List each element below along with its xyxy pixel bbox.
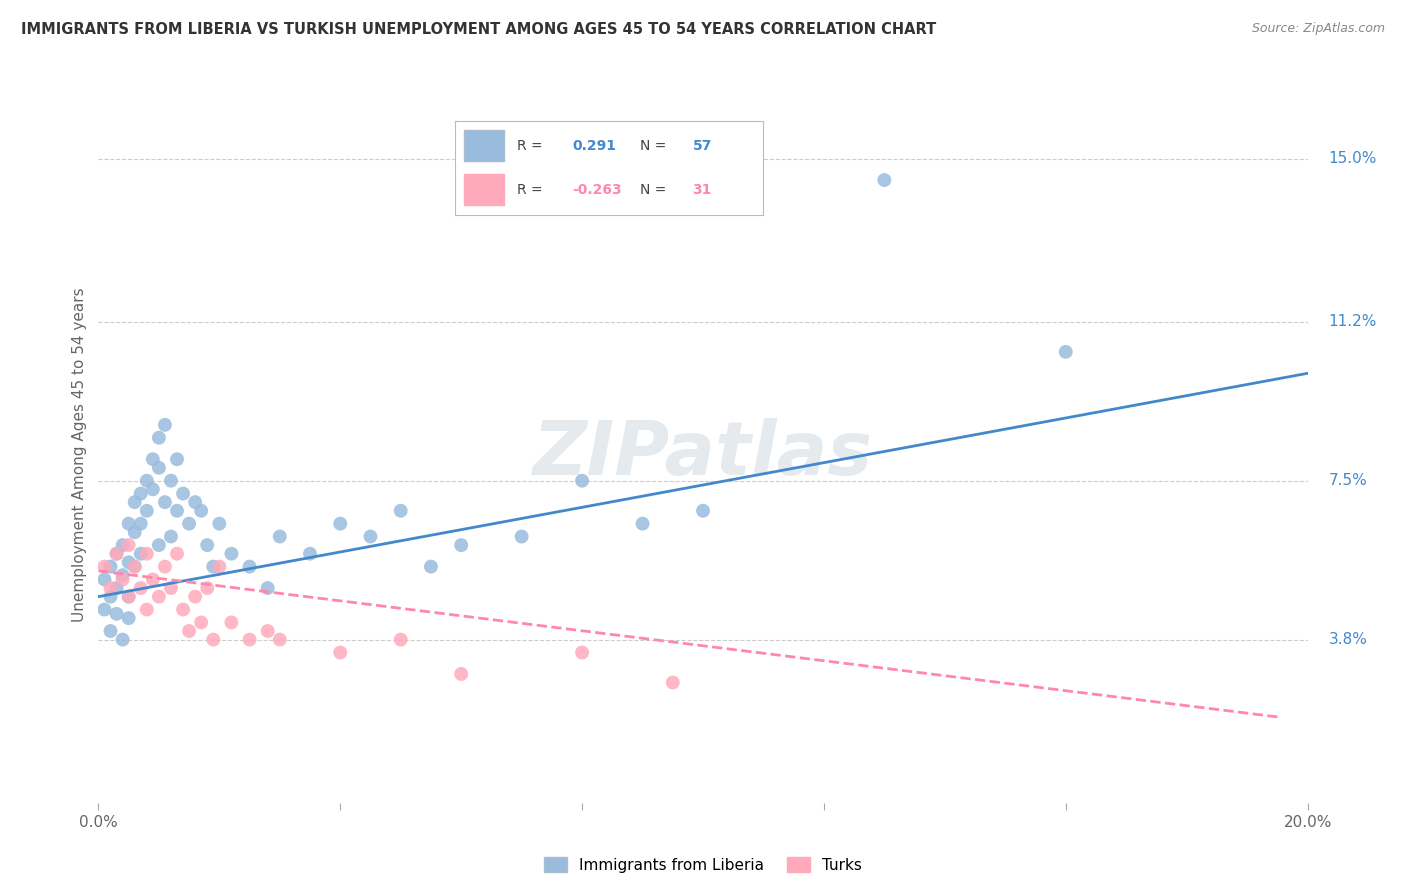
Point: [450, 667, 472, 681]
Point: [419, 559, 441, 574]
Point: [142, 573, 165, 587]
Point: [100, 624, 122, 638]
Text: 7.5%: 7.5%: [1329, 473, 1368, 488]
Point: [124, 525, 146, 540]
Point: [450, 538, 472, 552]
Point: [105, 547, 128, 561]
Point: [118, 538, 141, 552]
Point: [129, 547, 152, 561]
Text: 3.8%: 3.8%: [1329, 632, 1368, 647]
Point: [177, 624, 201, 638]
Point: [269, 632, 291, 647]
Point: [510, 529, 533, 543]
Point: [329, 516, 352, 531]
Point: [202, 632, 225, 647]
Point: [269, 529, 291, 543]
Point: [172, 486, 194, 500]
Point: [111, 538, 134, 552]
Point: [571, 474, 593, 488]
Point: [389, 504, 412, 518]
Point: [135, 602, 157, 616]
Point: [142, 483, 165, 497]
Point: [148, 538, 170, 552]
Point: [202, 559, 225, 574]
Point: [148, 590, 170, 604]
Y-axis label: Unemployment Among Ages 45 to 54 years: Unemployment Among Ages 45 to 54 years: [72, 287, 87, 623]
Point: [239, 632, 262, 647]
Point: [177, 516, 201, 531]
Point: [299, 547, 322, 561]
Point: [190, 615, 212, 630]
Point: [142, 452, 165, 467]
Point: [208, 559, 231, 574]
Point: [160, 474, 183, 488]
Point: [118, 516, 141, 531]
Point: [105, 547, 128, 561]
Point: [124, 495, 146, 509]
Point: [208, 516, 231, 531]
Point: [118, 555, 141, 569]
Point: [118, 590, 141, 604]
Text: Source: ZipAtlas.com: Source: ZipAtlas.com: [1251, 22, 1385, 36]
Legend: Immigrants from Liberia, Turks: Immigrants from Liberia, Turks: [538, 850, 868, 879]
Point: [111, 568, 134, 582]
Point: [631, 516, 654, 531]
Point: [190, 504, 212, 518]
Point: [873, 173, 896, 187]
Point: [105, 607, 128, 621]
Point: [135, 547, 157, 561]
Point: [1054, 344, 1077, 359]
Point: [124, 559, 146, 574]
Point: [221, 615, 243, 630]
Text: 11.2%: 11.2%: [1329, 314, 1376, 329]
Point: [124, 559, 146, 574]
Point: [329, 645, 352, 659]
Point: [148, 460, 170, 475]
Point: [100, 590, 122, 604]
Point: [129, 486, 152, 500]
Point: [153, 559, 176, 574]
Point: [239, 559, 262, 574]
Point: [135, 474, 157, 488]
Point: [256, 624, 278, 638]
Point: [93, 602, 115, 616]
Point: [256, 581, 278, 595]
Point: [129, 516, 152, 531]
Point: [195, 538, 218, 552]
Point: [129, 581, 152, 595]
Point: [160, 581, 183, 595]
Point: [100, 559, 122, 574]
Point: [153, 417, 176, 432]
Point: [105, 581, 128, 595]
Point: [148, 431, 170, 445]
Point: [111, 573, 134, 587]
Point: [166, 504, 188, 518]
Point: [93, 559, 115, 574]
Point: [111, 632, 134, 647]
Point: [692, 504, 714, 518]
Point: [389, 632, 412, 647]
Point: [661, 675, 683, 690]
Point: [100, 581, 122, 595]
Point: [93, 573, 115, 587]
Point: [166, 452, 188, 467]
Point: [166, 547, 188, 561]
Point: [571, 645, 593, 659]
Point: [195, 581, 218, 595]
Point: [153, 495, 176, 509]
Point: [221, 547, 243, 561]
Point: [172, 602, 194, 616]
Point: [160, 529, 183, 543]
Point: [184, 590, 207, 604]
Text: ZIPatlas: ZIPatlas: [533, 418, 873, 491]
Text: IMMIGRANTS FROM LIBERIA VS TURKISH UNEMPLOYMENT AMONG AGES 45 TO 54 YEARS CORREL: IMMIGRANTS FROM LIBERIA VS TURKISH UNEMP…: [21, 22, 936, 37]
Point: [118, 611, 141, 625]
Point: [360, 529, 382, 543]
Text: 15.0%: 15.0%: [1329, 151, 1376, 166]
Point: [184, 495, 207, 509]
Point: [118, 590, 141, 604]
Point: [135, 504, 157, 518]
